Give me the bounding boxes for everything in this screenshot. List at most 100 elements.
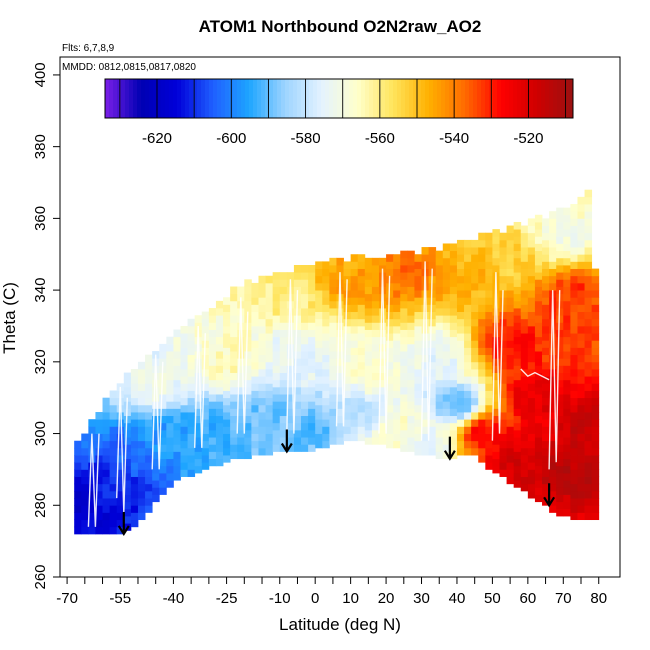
colorbar-swatch [109, 79, 114, 118]
heatmap-cell [506, 476, 515, 485]
heatmap-cell [556, 329, 564, 338]
heatmap-cell [336, 257, 344, 266]
heatmap-cell [145, 440, 153, 449]
heatmap-cell [308, 422, 316, 431]
heatmap-cell [542, 469, 550, 477]
heatmap-cell [159, 422, 167, 431]
heatmap-cell [159, 465, 167, 474]
heatmap-cell [272, 394, 281, 402]
colorbar-tick-label: -560 [365, 130, 395, 147]
heatmap-cell [201, 347, 210, 356]
heatmap-cell [570, 390, 578, 399]
heatmap-cell [570, 433, 578, 442]
heatmap-cell [159, 480, 167, 488]
heatmap-cell [478, 318, 486, 327]
heatmap-cell [308, 372, 316, 381]
heatmap-cell [286, 444, 295, 452]
colorbar-swatch [313, 79, 318, 118]
heatmap-cell [194, 429, 203, 438]
colorbar-swatch [225, 79, 230, 118]
heatmap-cell [577, 311, 585, 320]
heatmap-cell [421, 426, 430, 434]
heatmap-cell [549, 498, 557, 506]
heatmap-cell [208, 308, 217, 316]
heatmap-cell [549, 383, 557, 391]
heatmap-cell [400, 365, 408, 373]
heatmap-cell [513, 265, 522, 273]
heatmap-cell [442, 272, 451, 280]
heatmap-cell [130, 505, 139, 513]
heatmap-cell [492, 444, 500, 452]
heatmap-cell [407, 408, 415, 417]
heatmap-cell [386, 333, 394, 341]
heatmap-cell [166, 473, 174, 481]
heatmap-cell [591, 383, 600, 391]
heatmap-cell [421, 254, 430, 262]
heatmap-cell [577, 447, 585, 456]
heatmap-cell [478, 361, 486, 370]
heatmap-cell [542, 297, 550, 305]
heatmap-cell [102, 397, 111, 406]
heatmap-cell [208, 458, 217, 467]
heatmap-cell [435, 336, 444, 345]
heatmap-cell [265, 340, 274, 348]
heatmap-cell [329, 408, 337, 417]
heatmap-cell [506, 469, 515, 477]
heatmap-cell [357, 275, 366, 284]
heatmap-cell [308, 300, 316, 309]
heatmap-cell [386, 390, 394, 399]
heatmap-cell [506, 383, 515, 391]
heatmap-cell [428, 261, 437, 269]
heatmap-cell [301, 429, 309, 438]
heatmap-cell [81, 526, 89, 535]
heatmap-cell [223, 318, 231, 327]
heatmap-cell [435, 279, 444, 287]
heatmap-cell [577, 218, 585, 226]
heatmap-cell [485, 397, 493, 406]
heatmap-cell [549, 404, 557, 413]
heatmap-cell [485, 354, 493, 363]
heatmap-cell [584, 397, 593, 406]
heatmap-cell [534, 351, 543, 359]
heatmap-cell [570, 505, 578, 513]
heatmap-cell [570, 239, 578, 248]
heatmap-cell [293, 394, 302, 402]
heatmap-cell [400, 444, 408, 452]
colorbar-swatch [517, 79, 522, 118]
heatmap-cell [577, 476, 585, 485]
heatmap-cell [570, 218, 578, 226]
heatmap-cell [301, 300, 309, 309]
heatmap-cell [563, 293, 571, 302]
heatmap-cell [166, 394, 174, 402]
heatmap-cell [201, 311, 210, 320]
heatmap-cell [215, 401, 224, 409]
heatmap-cell [591, 297, 600, 305]
heatmap-cell [499, 383, 507, 391]
heatmap-cell [173, 372, 181, 381]
heatmap-cell [393, 419, 401, 427]
heatmap-cell [116, 512, 125, 521]
heatmap-cell [591, 354, 600, 363]
heatmap-cell [130, 455, 139, 463]
heatmap-cell [230, 422, 238, 431]
colorbar-swatch [429, 79, 434, 118]
heatmap-cell [421, 333, 430, 341]
heatmap-cell [400, 279, 408, 287]
heatmap-cell [329, 386, 337, 395]
heatmap-cell [435, 265, 444, 273]
colorbar-swatch [273, 79, 278, 118]
heatmap-cell [534, 458, 543, 467]
heatmap-cell [173, 473, 181, 481]
heatmap-cell [534, 444, 543, 452]
heatmap-cell [449, 336, 458, 345]
heatmap-cell [343, 404, 352, 413]
heatmap-cell [208, 379, 217, 388]
heatmap-cell [180, 325, 188, 334]
heatmap-cell [272, 437, 281, 445]
heatmap-cell [187, 397, 196, 406]
heatmap-cell [421, 347, 430, 356]
heatmap-cell [201, 383, 210, 391]
heatmap-cell [279, 379, 288, 388]
heatmap-cell [145, 426, 153, 434]
heatmap-cell [223, 311, 231, 320]
